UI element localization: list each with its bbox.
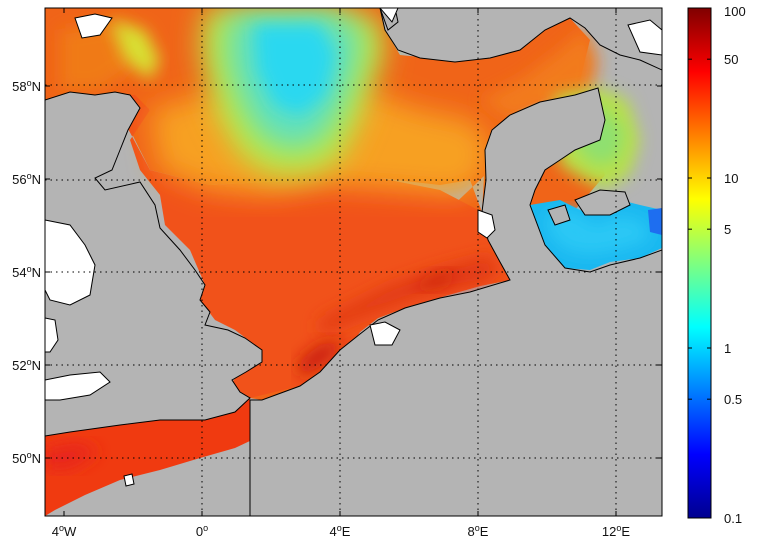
- map-frame: [44, 7, 663, 517]
- lat-axis: 50oN 52oN 54oN 56oN 58oN: [12, 78, 662, 466]
- colorbar-scale: [687, 7, 712, 519]
- lat-tick-label: 52oN: [12, 357, 41, 373]
- lat-tick-label: 56oN: [12, 171, 41, 187]
- lon-tick-label: 4oW: [52, 523, 77, 539]
- coastlines: [45, 8, 662, 516]
- map-grid: [45, 8, 662, 516]
- lat-tick-label: 50oN: [12, 450, 41, 466]
- colorbar-tick-label: 50: [724, 52, 738, 67]
- lon-tick-label: 8oE: [468, 523, 489, 539]
- land-great-britain: [45, 91, 263, 437]
- colorbar-tick-label: 0.1: [724, 511, 742, 526]
- land-continent: [249, 87, 662, 516]
- land-norway: [379, 8, 662, 71]
- colorbar-tick-label: 0.5: [724, 392, 742, 407]
- map-area: [45, 8, 662, 516]
- colorbar-tick-label: 10: [724, 171, 738, 186]
- colorbar-tick-label: 5: [724, 222, 731, 237]
- nodata-areas: [45, 8, 662, 487]
- colorbar-ticks: 100 50 10 5 1 0.5 0.1: [688, 4, 746, 526]
- lon-tick-label: 12oE: [602, 523, 630, 539]
- colorbar: 100 50 10 5 1 0.5 0.1: [687, 4, 746, 526]
- lon-tick-label: 4oE: [330, 523, 351, 539]
- colorbar-tick-label: 1: [724, 341, 731, 356]
- lat-tick-label: 54oN: [12, 264, 41, 280]
- lat-tick-label: 58oN: [12, 78, 41, 94]
- lon-axis: 4oW 0o 4oE 8oE 12oE: [52, 8, 630, 539]
- colorbar-tick-label: 100: [724, 4, 746, 19]
- lon-tick-label: 0o: [196, 523, 208, 539]
